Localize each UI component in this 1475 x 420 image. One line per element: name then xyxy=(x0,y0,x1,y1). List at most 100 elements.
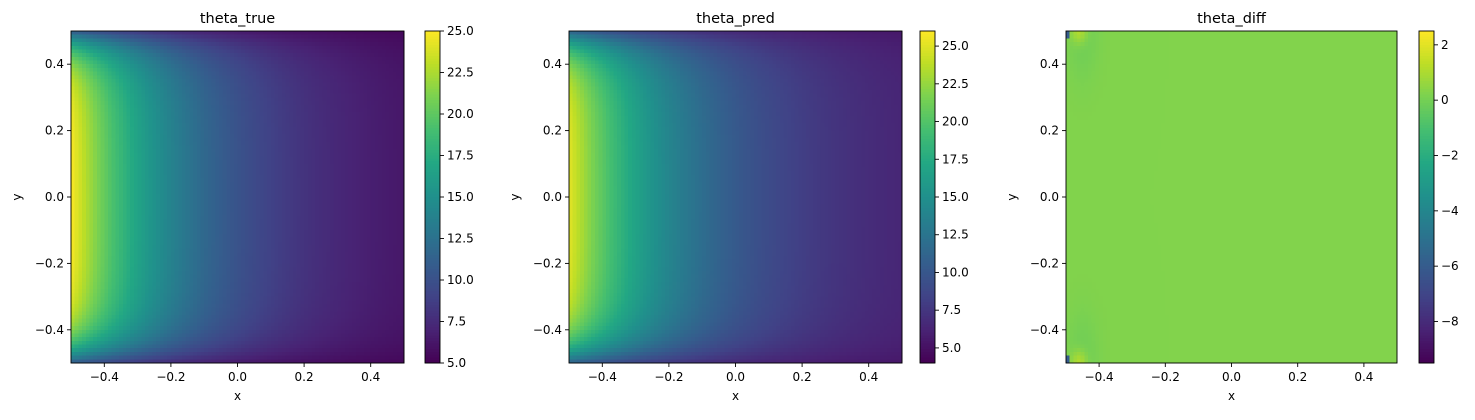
heatmap-cell xyxy=(122,182,128,187)
heatmap-cell xyxy=(322,108,327,113)
heatmap-cell xyxy=(256,112,261,117)
heatmap-cell xyxy=(270,145,276,150)
heatmap-cell xyxy=(85,200,91,205)
heatmap-cell xyxy=(311,141,316,146)
heatmap-cell xyxy=(359,126,364,132)
heatmap-cell xyxy=(74,208,79,213)
heatmap-cell xyxy=(304,101,309,106)
heatmap-cell xyxy=(71,182,76,187)
heatmap-cell xyxy=(289,219,294,224)
heatmap-cell xyxy=(170,108,176,113)
heatmap-cell xyxy=(167,67,172,73)
heatmap-cell xyxy=(363,93,368,98)
heatmap-cell xyxy=(122,171,128,176)
heatmap-cell xyxy=(122,71,128,76)
heatmap-cell xyxy=(367,134,372,139)
heatmap-cell xyxy=(230,185,235,191)
heatmap-cell xyxy=(71,193,76,198)
heatmap-cell xyxy=(274,230,279,235)
heatmap-cell xyxy=(200,101,205,106)
heatmap-cell xyxy=(178,178,183,183)
heatmap-cell xyxy=(233,211,239,217)
heatmap-cell xyxy=(96,108,102,113)
heatmap-cell xyxy=(159,152,165,158)
heatmap-cell xyxy=(230,171,235,176)
heatmap-cell xyxy=(163,185,168,191)
heatmap-cell xyxy=(381,97,387,102)
heatmap-cell xyxy=(215,101,220,106)
heatmap-cell xyxy=(318,174,324,180)
heatmap-cell xyxy=(378,67,383,73)
heatmap-cell xyxy=(278,185,283,191)
heatmap-cell xyxy=(215,82,220,87)
heatmap-cell xyxy=(193,156,198,161)
heatmap-cell xyxy=(352,193,357,198)
heatmap-cell xyxy=(137,49,142,54)
heatmap-cell xyxy=(71,233,76,239)
heatmap-cell xyxy=(274,156,279,161)
heatmap-cell xyxy=(207,34,213,39)
heatmap-cell xyxy=(300,167,305,172)
heatmap-cell xyxy=(126,193,131,198)
heatmap-cell xyxy=(111,226,116,231)
heatmap-cell xyxy=(215,56,220,62)
heatmap-cell xyxy=(370,208,375,213)
heatmap-cell xyxy=(355,115,361,121)
heatmap-cell xyxy=(71,211,76,217)
heatmap-cell xyxy=(233,53,239,58)
heatmap-cell xyxy=(156,115,161,121)
heatmap-cell xyxy=(400,178,405,183)
heatmap-cell xyxy=(400,101,405,106)
heatmap-cell xyxy=(148,222,153,228)
heatmap-cell xyxy=(167,126,172,132)
heatmap-cell xyxy=(200,126,205,132)
heatmap-cell xyxy=(156,156,161,161)
heatmap-cell xyxy=(185,211,190,217)
heatmap-cell xyxy=(241,78,246,84)
heatmap-cell xyxy=(267,75,272,80)
heatmap-cell xyxy=(111,137,116,143)
heatmap-cell xyxy=(204,230,209,235)
heatmap-cell xyxy=(104,141,109,146)
heatmap-cell xyxy=(344,56,350,62)
heatmap-cell xyxy=(318,178,324,183)
heatmap-cell xyxy=(322,42,327,47)
heatmap-cell xyxy=(111,45,116,51)
heatmap-cell xyxy=(385,78,390,84)
heatmap-cell xyxy=(185,145,190,150)
heatmap-cell xyxy=(104,78,109,84)
heatmap-cell xyxy=(318,197,324,202)
heatmap-cell xyxy=(363,200,368,205)
heatmap-cell xyxy=(182,219,187,224)
heatmap-cell xyxy=(233,104,239,110)
heatmap-cell xyxy=(104,112,109,117)
heatmap-cell xyxy=(204,137,209,143)
heatmap-cell xyxy=(211,38,216,43)
heatmap-cell xyxy=(344,86,350,91)
heatmap-cell xyxy=(78,149,83,154)
heatmap-cell xyxy=(392,219,398,224)
heatmap-cell xyxy=(318,171,324,176)
heatmap-cell xyxy=(270,112,276,117)
heatmap-cell xyxy=(285,45,290,51)
heatmap-cell xyxy=(352,123,357,128)
heatmap-cell xyxy=(156,233,161,239)
heatmap-cell xyxy=(200,86,205,91)
heatmap-cell xyxy=(307,185,313,191)
heatmap-cell xyxy=(104,163,109,169)
heatmap-cell xyxy=(74,64,79,69)
heatmap-cell xyxy=(389,31,394,36)
heatmap-cell xyxy=(85,45,91,51)
heatmap-cell xyxy=(396,123,401,128)
heatmap-cell xyxy=(237,204,242,209)
heatmap-cell xyxy=(241,185,246,191)
heatmap-cell xyxy=(293,215,298,220)
heatmap-cell xyxy=(370,163,375,169)
heatmap-cell xyxy=(189,182,194,187)
heatmap-cell xyxy=(189,230,194,235)
heatmap-cell xyxy=(230,160,235,165)
heatmap-cell xyxy=(219,149,224,154)
heatmap-cell xyxy=(185,230,190,235)
heatmap-cell xyxy=(215,60,220,65)
heatmap-cell xyxy=(274,163,279,169)
